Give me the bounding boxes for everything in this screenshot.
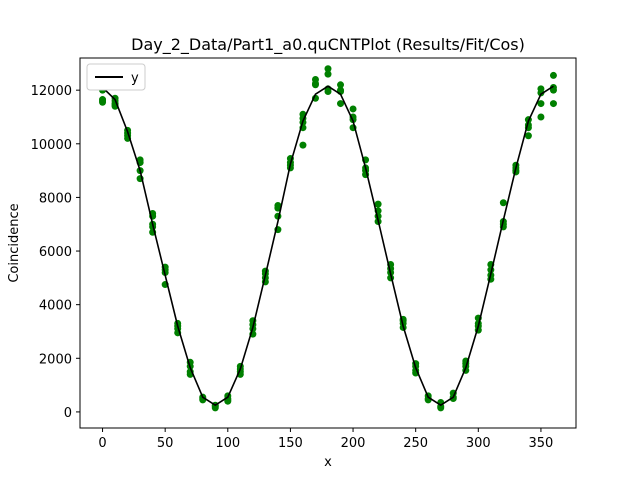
y-tick-label: 12000 [31, 84, 72, 99]
x-tick-label: 50 [157, 436, 174, 451]
x-axis-label: x [324, 455, 332, 470]
data-point [549, 100, 557, 108]
y-tick-label: 10000 [31, 138, 72, 153]
plot-marks [99, 65, 557, 412]
data-point [499, 199, 507, 207]
x-tick-label: 150 [278, 436, 303, 451]
data-point [549, 71, 557, 79]
x-tick-label: 100 [215, 436, 240, 451]
legend: y [86, 63, 146, 91]
x-tick-label: 250 [403, 436, 428, 451]
data-point [324, 70, 332, 78]
data-point [99, 97, 107, 105]
data-point [299, 141, 307, 149]
data-point [437, 404, 445, 412]
data-point [537, 113, 545, 121]
data-point [537, 100, 545, 108]
x-tick-label: 300 [466, 436, 491, 451]
data-point [549, 86, 557, 94]
fit-line-y [101, 85, 554, 407]
x-axis-ticks: 0 50 100 150 200 250 300 350 [98, 428, 553, 451]
data-point [337, 100, 345, 108]
y-axis-label: Coincidence [7, 203, 22, 282]
data-point [337, 81, 345, 89]
data-point [199, 395, 207, 403]
x-tick-label: 200 [341, 436, 366, 451]
y-axis-ticks: 0 2000 4000 6000 8000 10000 12000 [31, 84, 80, 421]
x-tick-label: 350 [529, 436, 554, 451]
y-tick-label: 2000 [39, 352, 72, 367]
y-tick-label: 6000 [39, 245, 72, 260]
legend-label: y [131, 71, 139, 86]
chart-title: Day_2_Data/Part1_a0.quCNTPlot (Results/F… [131, 35, 525, 55]
y-tick-label: 4000 [39, 299, 72, 314]
data-point [524, 132, 532, 140]
y-tick-label: 0 [64, 406, 72, 421]
y-tick-label: 8000 [39, 191, 72, 206]
plot-frame [79, 57, 577, 429]
data-point [349, 105, 357, 113]
data-point [374, 200, 382, 208]
data-point [537, 89, 545, 97]
data-point [324, 65, 332, 73]
data-point [311, 81, 319, 89]
x-tick-label: 0 [98, 436, 106, 451]
